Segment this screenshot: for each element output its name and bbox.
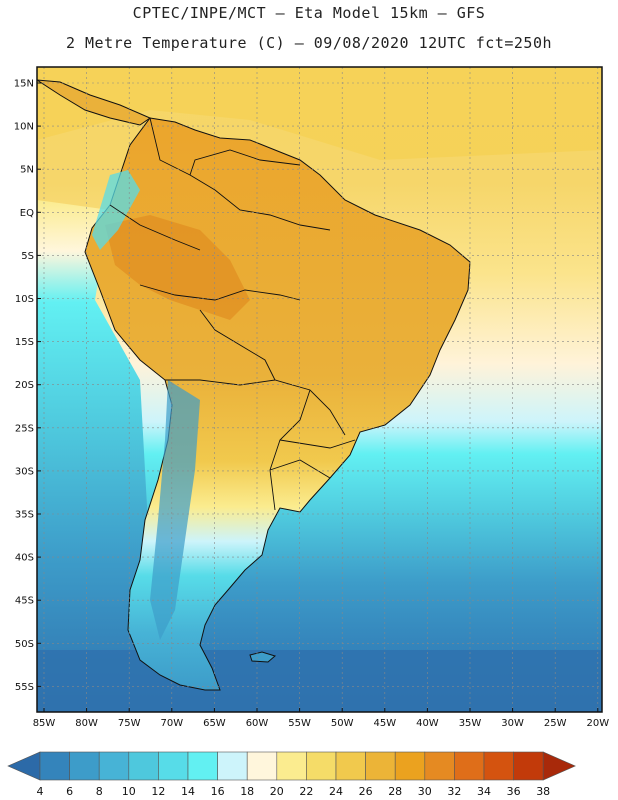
lon-label: 70W	[160, 718, 183, 729]
lat-label: 30S	[15, 466, 34, 477]
colorbar-segment	[424, 751, 455, 781]
lat-label: 20S	[15, 380, 34, 391]
colorbar-segment	[128, 751, 159, 781]
lon-label: 55W	[288, 718, 311, 729]
colorbar-labels: 4 6 8 10 12 14 16 18 20 22 24 26 28 30 32 34 36 38	[37, 785, 551, 798]
lat-label: 5N	[20, 165, 34, 176]
country-borders	[109, 117, 356, 511]
andes-south-cool	[150, 380, 200, 640]
lon-label: 45W	[373, 718, 396, 729]
lon-label: 20W	[586, 718, 609, 729]
lon-label: 80W	[75, 718, 98, 729]
colorbar-label: 32	[447, 785, 461, 798]
colorbar-label: 10	[122, 785, 136, 798]
colorbar-segment	[69, 751, 100, 781]
colorbar-label: 4	[37, 785, 44, 798]
lat-label: 15N	[14, 79, 34, 90]
lon-label: 30W	[501, 718, 524, 729]
andes-north-cool	[92, 170, 140, 250]
colorbar-label: 24	[329, 785, 343, 798]
colorbar-segment	[217, 751, 248, 781]
lon-label: 65W	[203, 718, 226, 729]
colorbar-segment	[394, 751, 426, 781]
lat-label: 15S	[15, 337, 34, 348]
colorbar-label: 6	[66, 785, 73, 798]
colorbar-segment	[483, 751, 514, 781]
graticule	[37, 67, 602, 712]
colorbar-segment	[306, 751, 337, 781]
lat-label: 55S	[15, 682, 34, 693]
falkland-islands	[249, 651, 277, 663]
colorbar-segment	[246, 751, 278, 781]
lat-label: 45S	[15, 596, 34, 607]
map-title-line2: 2 Metre Temperature (C) – 09/08/2020 12U…	[65, 34, 553, 52]
lon-label: 35W	[459, 718, 482, 729]
lat-label: 25S	[15, 423, 34, 434]
colorbar-segment	[98, 751, 130, 781]
caribbean-field	[37, 67, 602, 160]
colorbar-label: 22	[299, 785, 313, 798]
colorbar-label: 30	[418, 785, 432, 798]
colorbar-label: 26	[359, 785, 373, 798]
colorbar-label: 36	[507, 785, 521, 798]
lat-label: 50S	[15, 639, 34, 650]
map-frame	[37, 67, 602, 712]
colorbar-label: 16	[211, 785, 225, 798]
map-title-line1: CPTEC/INPE/MCT – Eta Model 15km – GFS	[132, 4, 486, 22]
colorbar-segment	[335, 751, 366, 781]
lon-label: 60W	[246, 718, 269, 729]
longitude-labels: 85W 80W 75W 70W 65W 60W 55W 50W 45W 40W 35W 30W 25W 2…	[33, 708, 609, 729]
lat-label: 10N	[14, 122, 34, 133]
colorbar-arrow-low	[7, 751, 41, 781]
colorbar-arrow-high	[542, 751, 576, 781]
central-america-land	[37, 79, 152, 126]
colorbar-segment	[158, 751, 189, 781]
colorbar-segment	[187, 751, 218, 781]
amazon-hot-region	[105, 215, 250, 320]
latitude-labels: 15N 10N 5N EQ 5S 10S 15S 20S 25S 30S 35S 40S 45S 50S 5…	[14, 79, 41, 693]
colorbar-label: 38	[536, 785, 550, 798]
colorbar-label: 8	[96, 785, 103, 798]
lon-label: 75W	[118, 718, 141, 729]
lat-label: 40S	[15, 553, 34, 564]
colorbar-segment	[276, 751, 307, 781]
colorbar-segment	[365, 751, 396, 781]
lat-label: EQ	[20, 208, 34, 219]
lat-label: 35S	[15, 510, 34, 521]
map-border	[36, 66, 603, 713]
lon-label: 50W	[331, 718, 354, 729]
colorbar-label: 18	[240, 785, 254, 798]
southern-ocean-field	[37, 650, 602, 712]
lon-label: 40W	[416, 718, 439, 729]
pacific-ocean-field	[37, 200, 150, 712]
lon-label: 85W	[33, 718, 56, 729]
colorbar-label: 34	[477, 785, 491, 798]
lat-label: 5S	[21, 251, 34, 262]
colorbar-segment	[454, 751, 485, 781]
colorbar-segment	[513, 751, 544, 781]
colorbar-label: 28	[388, 785, 402, 798]
colorbar-label: 20	[270, 785, 284, 798]
colorbar-label: 12	[151, 785, 165, 798]
colorbar	[7, 751, 576, 781]
colorbar-label: 14	[181, 785, 195, 798]
lat-label: 10S	[15, 294, 34, 305]
lon-label: 25W	[544, 718, 567, 729]
colorbar-segment	[39, 751, 70, 781]
